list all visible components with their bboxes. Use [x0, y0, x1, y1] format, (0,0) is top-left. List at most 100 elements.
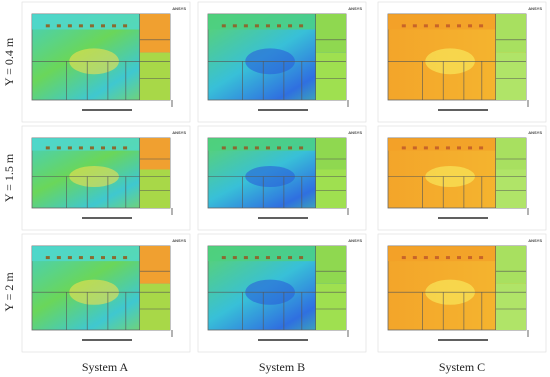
logo: ANSYS	[172, 6, 186, 11]
diffuser	[67, 24, 72, 28]
diffuser	[412, 24, 417, 28]
diffuser	[45, 146, 50, 150]
contour-right	[495, 169, 526, 208]
column-label: System B	[259, 360, 305, 374]
diffuser	[277, 256, 281, 260]
row-label: Y = 1.5 m	[2, 153, 16, 202]
diffuser	[101, 146, 105, 150]
diffuser	[445, 256, 450, 260]
diffuser	[67, 146, 72, 150]
diffuser	[299, 24, 304, 28]
logo: ANSYS	[528, 6, 542, 11]
diffuser	[423, 24, 428, 28]
diffuser	[401, 256, 406, 260]
row-label: Y = 0.4 m	[2, 37, 16, 86]
row-label: Y = 2 m	[2, 272, 16, 312]
diffuser	[265, 24, 270, 28]
column-label: System A	[82, 360, 129, 374]
diffuser	[243, 146, 248, 150]
diffuser	[254, 146, 259, 150]
logo: ANSYS	[172, 238, 186, 243]
diffuser	[434, 256, 439, 260]
logo: ANSYS	[348, 6, 362, 11]
diffuser	[445, 24, 450, 28]
diffuser	[123, 146, 128, 150]
contour-right	[315, 14, 346, 53]
diffuser	[457, 24, 461, 28]
column-label: System C	[439, 360, 485, 374]
contour-right	[315, 169, 346, 208]
diffuser	[78, 146, 83, 150]
diffuser	[78, 256, 83, 260]
diffuser	[221, 146, 226, 150]
diffuser	[288, 256, 293, 260]
diffuser	[254, 24, 259, 28]
diffuser	[412, 256, 417, 260]
diffuser	[479, 24, 484, 28]
diffuser	[221, 24, 226, 28]
diffuser	[468, 256, 473, 260]
diffuser	[45, 256, 50, 260]
diffuser	[265, 146, 270, 150]
diffuser	[232, 146, 237, 150]
diffuser	[101, 256, 105, 260]
diffuser	[56, 24, 61, 28]
contour-right	[315, 52, 346, 100]
contour-right	[495, 52, 526, 100]
diffuser	[112, 24, 117, 28]
diffuser	[479, 256, 484, 260]
diffuser	[299, 146, 304, 150]
diffuser	[232, 24, 237, 28]
diffuser	[254, 256, 259, 260]
contour-right	[139, 169, 170, 208]
diffuser	[412, 146, 417, 150]
diffuser	[423, 256, 428, 260]
diffuser	[434, 24, 439, 28]
diffuser	[56, 256, 61, 260]
diffuser	[232, 256, 237, 260]
diffuser	[468, 146, 473, 150]
contour-right	[139, 14, 170, 53]
diffuser	[288, 146, 293, 150]
diffuser	[78, 24, 83, 28]
contour-right	[315, 283, 346, 330]
diffuser	[288, 24, 293, 28]
contour-right	[315, 138, 346, 170]
diffuser	[56, 146, 61, 150]
diffuser	[468, 24, 473, 28]
contour-right	[495, 246, 526, 284]
logo: ANSYS	[348, 238, 362, 243]
diffuser	[277, 146, 281, 150]
diffuser	[67, 256, 72, 260]
contour-right	[495, 138, 526, 170]
diffuser	[479, 146, 484, 150]
contour-right	[495, 14, 526, 53]
contour-right	[495, 283, 526, 330]
contour-right	[139, 52, 170, 100]
diffuser	[299, 256, 304, 260]
diffuser	[243, 24, 248, 28]
diffuser	[123, 256, 128, 260]
contour-right	[315, 246, 346, 284]
logo: ANSYS	[348, 130, 362, 135]
logo: ANSYS	[172, 130, 186, 135]
logo: ANSYS	[528, 130, 542, 135]
diffuser	[457, 256, 461, 260]
diffuser	[45, 24, 50, 28]
diffuser	[243, 256, 248, 260]
diffuser	[112, 256, 117, 260]
diffuser	[401, 146, 406, 150]
diffuser	[265, 256, 270, 260]
diffuser	[434, 146, 439, 150]
diffuser	[277, 24, 281, 28]
diffuser	[221, 256, 226, 260]
diffuser	[89, 146, 94, 150]
diffuser	[423, 146, 428, 150]
diffuser	[457, 146, 461, 150]
diffuser	[123, 24, 128, 28]
contour-right	[139, 283, 170, 330]
diffuser	[401, 24, 406, 28]
contour-right	[139, 246, 170, 284]
diffuser	[101, 24, 105, 28]
